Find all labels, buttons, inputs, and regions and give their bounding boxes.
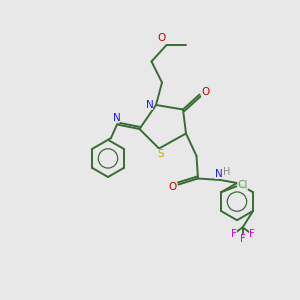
Text: O: O — [158, 33, 166, 43]
Text: F: F — [249, 229, 254, 239]
Text: F: F — [231, 229, 236, 239]
Text: F: F — [240, 234, 245, 244]
Text: O: O — [201, 86, 210, 97]
Text: H: H — [224, 167, 231, 177]
Text: Cl: Cl — [237, 180, 248, 190]
Text: N: N — [112, 113, 120, 124]
Text: N: N — [146, 100, 153, 110]
Text: N: N — [215, 169, 223, 179]
Text: O: O — [168, 182, 177, 192]
Text: S: S — [157, 149, 164, 159]
